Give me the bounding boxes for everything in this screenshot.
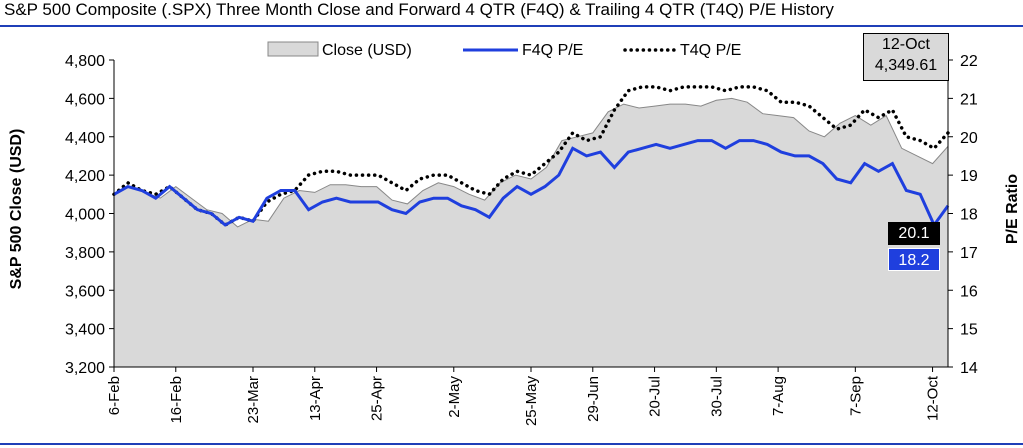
y2-tick-label: 19	[960, 168, 978, 185]
title-rule	[0, 25, 1023, 27]
y-tick-label: 4,600	[65, 91, 105, 108]
legend: Close (USD) F4Q P/E T4Q P/E	[267, 41, 741, 59]
y2-tick-label: 21	[960, 91, 978, 108]
x-tick-label: 30-Jul	[708, 376, 725, 417]
y2-tick-label: 20	[960, 130, 978, 147]
legend-label-t4q: T4Q P/E	[680, 42, 741, 59]
y-tick-label: 3,400	[65, 322, 105, 339]
legend-label-f4q: F4Q P/E	[522, 42, 583, 59]
y-tick-label: 4,800	[65, 53, 105, 70]
latest-date: 12-Oct	[881, 36, 930, 53]
legend-swatch-close	[267, 41, 319, 57]
area-layer	[113, 97, 949, 368]
x-tick-label: 12-Oct	[925, 375, 942, 421]
lines-layer	[112, 85, 950, 228]
bottom-rule	[0, 443, 1023, 445]
axes-layer: 3,200 3,400 3,600 3,800 4,000 4,200 4,400 4,600…	[65, 53, 978, 426]
y-tick-label: 3,600	[65, 283, 105, 300]
y2-tick-label: 15	[960, 322, 978, 339]
y2-tick-label: 18	[960, 207, 978, 224]
f4q-line	[113, 139, 950, 228]
y2-tick-label: 16	[960, 283, 978, 300]
y2-tick-label: 17	[960, 245, 978, 262]
x-tick-label: 6-Feb	[106, 376, 123, 415]
latest-value-box: 12-Oct 4,349.61	[863, 33, 949, 81]
y2-axis-label: P/E Ratio	[1004, 173, 1021, 245]
y-tick-label: 4,000	[65, 207, 105, 224]
chart-title: S&P 500 Composite (.SPX) Three Month Clo…	[4, 0, 834, 19]
y2-tick-label: 22	[960, 53, 978, 70]
x-tick-label: 16-Feb	[168, 376, 185, 424]
x-tick-label: 7-Sep	[847, 376, 864, 416]
y-axis-label: S&P 500 Close (USD)	[8, 128, 25, 290]
x-tick-label: 2-May	[446, 376, 463, 418]
x-tick-label: 23-Mar	[245, 376, 262, 424]
y-tick-label: 3,200	[65, 360, 105, 377]
x-tick-label: 20-Jul	[647, 376, 664, 417]
legend-label-close: Close (USD)	[322, 42, 412, 59]
x-tick-label: 7-Aug	[770, 376, 787, 416]
y-tick-label: 4,400	[65, 130, 105, 147]
y-tick-label: 3,800	[65, 245, 105, 262]
x-tick-label: 25-Apr	[369, 376, 386, 421]
x-tick-label: 25-May	[523, 376, 540, 427]
x-tick-label: 13-Apr	[307, 376, 324, 421]
t4q-value-badge: 20.1	[888, 222, 940, 245]
latest-close: 4,349.61	[874, 57, 938, 74]
y2-tick-label: 14	[960, 360, 978, 377]
y-tick-label: 4,200	[65, 168, 105, 185]
f4q-value-badge: 18.2	[888, 248, 940, 271]
x-tick-label: 29-Jun	[585, 376, 602, 422]
close-area	[113, 97, 949, 368]
